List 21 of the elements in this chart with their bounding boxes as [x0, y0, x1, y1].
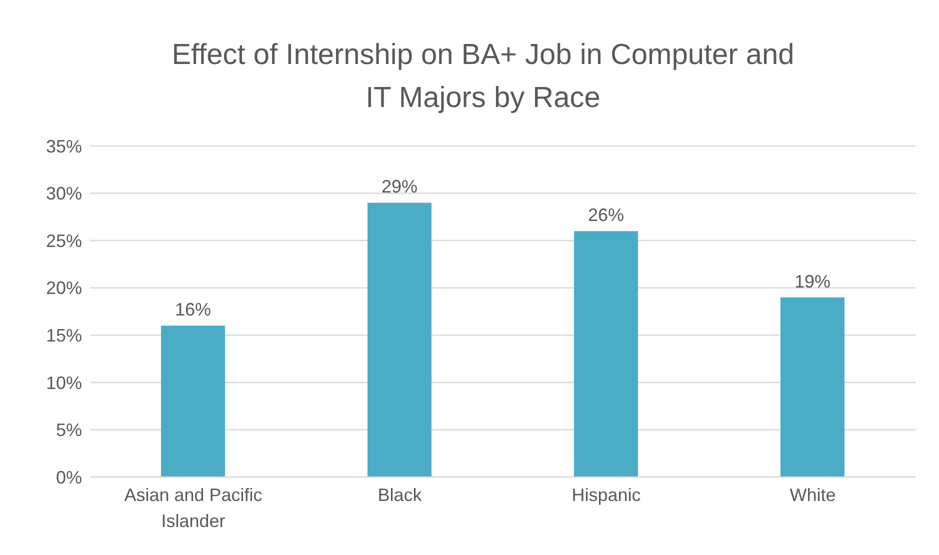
chart-title: Effect of Internship on BA+ Job in Computer and IT Majors by Race: [170, 38, 796, 116]
bar: [368, 202, 432, 477]
data-label: 26%: [588, 205, 624, 226]
data-label: 16%: [174, 300, 212, 320]
y-tick-label: 15%: [46, 326, 82, 346]
y-tick-label: 0%: [56, 467, 82, 488]
y-tick-label: 5%: [56, 420, 82, 440]
y-tick-label: 30%: [46, 184, 82, 204]
y-tick-label: 20%: [46, 278, 82, 298]
x-tick-label: White: [790, 485, 836, 505]
y-tick-label: 10%: [46, 372, 82, 393]
bar: [161, 326, 225, 477]
y-tick-label: 25%: [46, 230, 82, 251]
data-label: 29%: [381, 176, 418, 197]
x-tick-label: Hispanic: [572, 485, 641, 505]
y-tick-label: 35%: [46, 136, 82, 156]
x-tick-label: Black: [378, 485, 423, 505]
data-label: 19%: [794, 271, 831, 292]
bar: [574, 231, 638, 477]
x-tick-label: Asian and Pacific Islander: [124, 485, 262, 531]
bar: [780, 297, 844, 477]
